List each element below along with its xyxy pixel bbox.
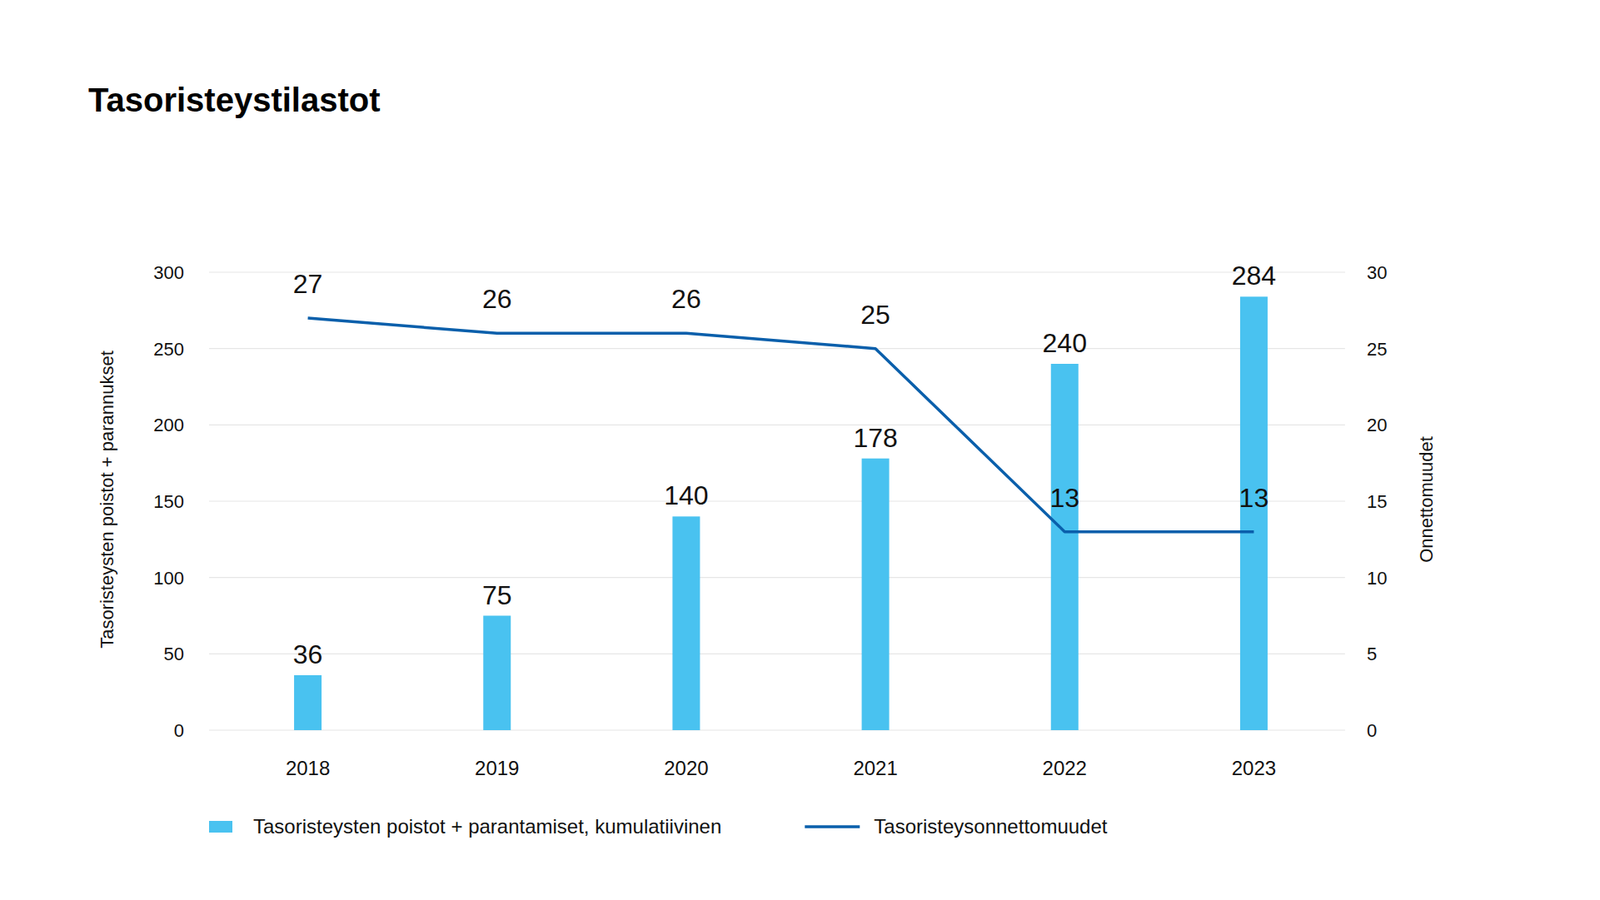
y2-tick: [1344, 501, 1346, 503]
bar: [1240, 296, 1268, 731]
x-tick-label: 2021: [852, 757, 898, 780]
legend-label: Tasoristeysten poistot + parantamiset, k…: [253, 815, 722, 838]
title: Tasoristeystilastot: [88, 81, 381, 119]
line-data-label: 27: [293, 269, 324, 300]
bar: [483, 616, 511, 732]
y-tick-label: 300: [153, 262, 185, 284]
x-tick-label: 2018: [285, 757, 330, 780]
y2-tick-label: 0: [1366, 720, 1377, 742]
y-tick-label: 50: [164, 643, 185, 665]
y2-tick: [1344, 653, 1346, 655]
grid-line: [209, 500, 1345, 502]
bar-data-label: 36: [293, 639, 324, 670]
y2-axis-title: Onnettomuudet: [1415, 436, 1437, 564]
grid-line: [209, 577, 1345, 579]
line-data-label: 13: [1239, 483, 1270, 514]
y2-tick-label: 15: [1366, 491, 1387, 513]
legend-label: Tasoristeysonnettomuudet: [873, 815, 1107, 838]
y-axis-title: Tasoristeysten poistot + parannukset: [96, 350, 118, 649]
y-tick-label: 150: [153, 491, 185, 513]
y2-tick: [1344, 577, 1346, 579]
bar: [294, 675, 322, 731]
line-data-label: 26: [482, 284, 513, 315]
grid-line: [209, 653, 1345, 655]
x-tick-label: 2020: [663, 757, 708, 780]
bar-data-label: 75: [482, 580, 513, 611]
x-tick-label: 2022: [1042, 757, 1087, 780]
bar-data-label: 178: [852, 423, 898, 454]
y-tick-label: 0: [174, 720, 185, 742]
bar-data-label: 140: [663, 480, 708, 511]
legend: Tasoristeysten poistot + parantamiset, k…: [209, 815, 1108, 838]
y2-tick-label: 25: [1366, 338, 1387, 360]
y2-tick: [1344, 348, 1346, 349]
y2-tick-label: 10: [1366, 568, 1387, 589]
chart-container: Tasoristeystilastot 0 50 100 150 200 250 300 0 5 1…: [0, 0, 1600, 900]
legend-swatch: [804, 825, 860, 829]
legend-swatch: [209, 821, 233, 833]
data-labels: 36 75 140 178 240 284 27 26 26 25 13 13: [293, 260, 1277, 670]
y2-tick-label: 5: [1366, 643, 1377, 665]
y2-tick: [1344, 730, 1346, 732]
line-data-label: 26: [671, 284, 702, 315]
y2-tick-label: 30: [1366, 262, 1387, 284]
bar-data-label: 284: [1231, 260, 1277, 291]
bar-data-label: 240: [1042, 328, 1087, 359]
bar: [1051, 363, 1079, 731]
y2-tick-label: 20: [1366, 414, 1387, 436]
y2-tick: [1344, 424, 1346, 426]
bar: [672, 516, 700, 731]
y-tick-label: 200: [153, 414, 185, 436]
grid-line: [209, 348, 1345, 349]
y-tick-label: 250: [153, 338, 185, 360]
bar: [862, 458, 890, 731]
chart-svg: Tasoristeystilastot 0 50 100 150 200 250 300 0 5 1…: [0, 0, 1600, 900]
y2-tick: [1344, 272, 1346, 274]
line: [308, 318, 1255, 533]
grid-line: [209, 424, 1345, 426]
y-tick-label: 100: [153, 568, 185, 589]
x-tick-label: 2023: [1231, 757, 1277, 780]
x-tick-label: 2019: [474, 757, 519, 780]
line-data-label: 13: [1049, 483, 1080, 514]
line-data-label: 25: [860, 299, 891, 330]
grid-line: [209, 271, 1345, 273]
plot-area: [294, 296, 1268, 731]
grid-line: [209, 729, 1345, 731]
